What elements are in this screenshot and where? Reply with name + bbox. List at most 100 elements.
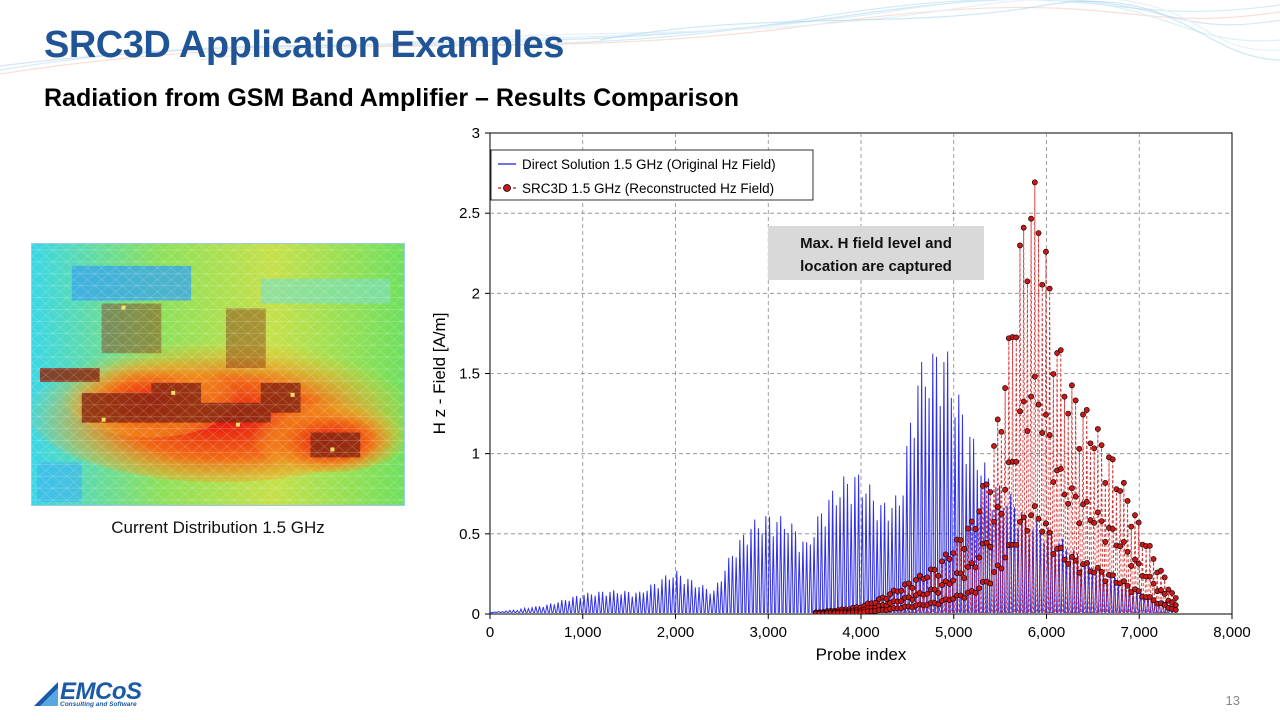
src3d-marker: [994, 562, 1001, 569]
src3d-marker: [1161, 601, 1168, 608]
src3d-marker: [1057, 347, 1064, 354]
src3d-marker: [998, 565, 1005, 572]
slide-subtitle: Radiation from GSM Band Amplifier – Resu…: [44, 84, 739, 112]
src3d-marker: [998, 510, 1005, 517]
annotation-box: [768, 226, 984, 280]
src3d-marker: [1080, 411, 1086, 418]
src3d-marker: [1132, 556, 1138, 563]
src3d-marker: [1065, 561, 1072, 567]
src3d-marker: [898, 598, 905, 605]
src3d-marker: [950, 595, 957, 602]
src3d-marker: [946, 580, 953, 587]
src3d-marker: [1146, 542, 1153, 549]
src3d-marker: [1128, 563, 1135, 569]
src3d-marker: [898, 587, 905, 594]
src3d-marker: [1124, 548, 1131, 555]
src3d-marker: [1013, 458, 1020, 465]
src3d-marker: [931, 586, 938, 593]
src3d-marker: [1146, 573, 1153, 580]
src3d-marker: [1109, 572, 1116, 579]
src3d-marker: [1031, 503, 1038, 509]
src3d-marker: [998, 428, 1005, 435]
src3d-marker: [931, 566, 938, 573]
src3d-marker: [1120, 578, 1127, 585]
src3d-marker: [887, 591, 894, 598]
src3d-marker: [1065, 500, 1072, 507]
annotation-text-line2: location are captured: [800, 258, 952, 275]
src3d-marker: [1098, 442, 1105, 449]
src3d-marker: [950, 550, 957, 557]
src3d-marker: [1165, 586, 1172, 593]
src3d-marker: [961, 575, 968, 582]
src3d-marker: [983, 539, 990, 546]
src3d-marker: [965, 564, 971, 570]
src3d-marker: [1013, 334, 1020, 341]
src3d-marker: [1020, 514, 1027, 521]
src3d-marker: [942, 551, 949, 558]
src3d-marker: [991, 518, 997, 525]
src3d-marker: [1028, 393, 1035, 400]
src3d-marker: [1161, 574, 1168, 581]
src3d-marker: [924, 574, 931, 581]
src3d-marker: [1120, 479, 1127, 486]
src3d-marker: [1135, 519, 1142, 526]
src3d-marker: [1098, 568, 1105, 575]
src3d-marker: [1150, 580, 1157, 587]
current-distribution-image: [31, 243, 405, 506]
src3d-marker: [1172, 595, 1179, 601]
src3d-marker: [994, 504, 1001, 510]
x-axis-label: Probe index: [816, 645, 907, 664]
src3d-marker: [968, 518, 975, 525]
src3d-marker: [1128, 523, 1135, 530]
src3d-marker: [1087, 440, 1094, 447]
src3d-marker: [976, 508, 983, 515]
y-tick-label: 0: [472, 606, 480, 623]
src3d-marker: [1024, 428, 1031, 434]
src3d-marker: [909, 585, 916, 591]
src3d-marker: [1172, 602, 1179, 609]
chart-legend: Direct Solution 1.5 GHz (Original Hz Fie…: [490, 149, 814, 201]
src3d-marker: [1135, 588, 1142, 595]
src3d-marker: [1013, 541, 1020, 548]
src3d-marker: [935, 590, 942, 596]
src3d-marker: [1172, 607, 1179, 613]
src3d-marker: [1002, 554, 1009, 561]
src3d-marker: [991, 569, 997, 575]
src3d-marker: [1061, 556, 1068, 563]
slide-title: SRC3D Application Examples: [44, 24, 564, 66]
src3d-marker: [1109, 456, 1116, 463]
src3d-marker: [1102, 480, 1109, 486]
x-tick-label: 8,000: [1213, 624, 1251, 641]
src3d-marker: [957, 570, 964, 577]
y-tick-label: 1.5: [459, 366, 480, 383]
src3d-marker: [1046, 529, 1053, 536]
src3d-marker: [1169, 590, 1175, 596]
src3d-marker: [991, 443, 997, 449]
src3d-marker: [1069, 485, 1075, 492]
src3d-marker: [1065, 410, 1072, 417]
src3d-marker: [939, 582, 945, 588]
src3d-marker: [1050, 371, 1057, 377]
src3d-marker: [1039, 281, 1046, 288]
src3d-marker: [1083, 560, 1090, 566]
src3d-marker: [987, 580, 994, 587]
src3d-marker: [961, 545, 968, 552]
src3d-marker: [1031, 373, 1038, 380]
y-tick-label: 1: [472, 446, 480, 463]
src3d-marker: [1035, 515, 1042, 522]
src3d-marker: [1061, 393, 1068, 400]
src3d-marker: [950, 577, 957, 584]
src3d-marker: [1117, 543, 1124, 550]
series-direct: [490, 351, 1176, 614]
y-tick-label: 2.5: [459, 205, 480, 222]
src3d-marker: [946, 556, 953, 562]
direct-line: [490, 351, 1176, 614]
annotation-callout: Max. H field level and location are captu…: [768, 226, 984, 280]
src3d-marker: [1039, 430, 1046, 436]
src3d-marker: [1076, 520, 1083, 527]
src3d-marker: [1002, 385, 1009, 391]
src3d-marker: [1072, 397, 1079, 404]
src3d-marker: [1020, 224, 1027, 231]
src3d-marker: [1057, 465, 1064, 472]
src3d-marker: [1124, 582, 1131, 589]
